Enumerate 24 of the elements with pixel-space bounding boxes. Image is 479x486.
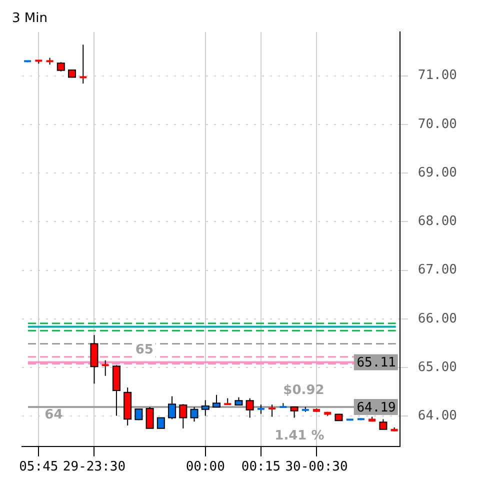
x-tick-label: 30-00:30 [285,460,348,475]
candlestick [78,44,88,84]
y-tick-label: 64.00 [418,408,458,424]
y-tick-label: 68.00 [418,214,458,230]
x-tick-label: 05:45 [19,460,58,475]
y-tick-label: 71.00 [418,68,458,84]
annotation: $0.92 [283,382,324,398]
y-tick-label: 65.00 [418,360,458,375]
candlestick [268,404,277,418]
candlestick [257,404,264,414]
y-tick-label: 67.00 [418,262,458,278]
chart-title: 3 Min [12,10,48,26]
x-tick-label: 00:15 [241,460,281,475]
annotation: 65 [135,342,154,358]
annotation: 1.41 % [274,428,324,444]
x-tick-label: 29-23:30 [62,460,126,475]
y-tick-label: 69.00 [418,165,458,180]
y-tick-label: 70.00 [418,116,458,132]
candlestick [102,360,109,376]
ref-line-label: 65.11 [356,356,396,371]
ref-line-label: 64.19 [356,400,396,416]
annotation: 64 [44,408,63,423]
y-tick-label: 66.00 [418,311,458,326]
x-tick-label: 00:00 [186,460,225,475]
